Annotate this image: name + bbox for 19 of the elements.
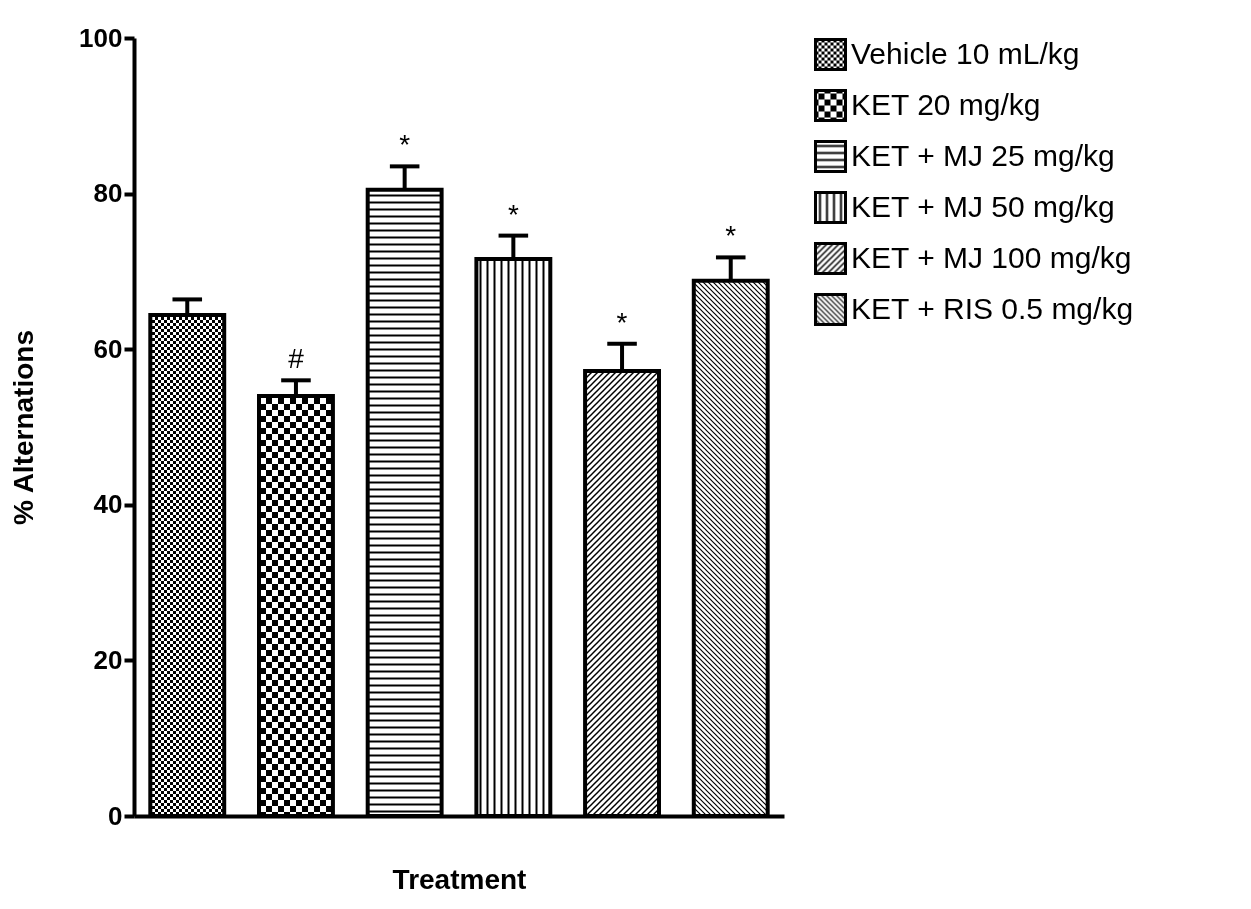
legend-label: Vehicle 10 mL/kg bbox=[851, 36, 1080, 70]
y-tick-label: 80 bbox=[93, 178, 123, 209]
legend-label: KET + MJ 50 mg/kg bbox=[851, 189, 1115, 223]
legend-label: KET + RIS 0.5 mg/kg bbox=[851, 291, 1134, 325]
data-label: * bbox=[399, 129, 411, 161]
data-label: * bbox=[507, 198, 519, 230]
y-axis-title: % Alternations bbox=[8, 330, 40, 525]
y-tick-label: 20 bbox=[93, 644, 123, 675]
data-label: * bbox=[725, 220, 737, 252]
legend-label: KET + MJ 25 mg/kg bbox=[851, 138, 1115, 172]
legend-label: KET 20 mg/kg bbox=[851, 87, 1041, 121]
y-tick-label: 0 bbox=[108, 800, 123, 831]
x-axis-title: Treatment bbox=[392, 863, 527, 895]
legend-label: KET + MJ 100 mg/kg bbox=[851, 240, 1132, 274]
y-tick-label: 100 bbox=[79, 22, 123, 53]
data-label: # bbox=[288, 343, 305, 375]
data-label: * bbox=[616, 306, 628, 338]
y-tick-label: 60 bbox=[93, 333, 123, 364]
y-tick-label: 40 bbox=[93, 489, 123, 520]
